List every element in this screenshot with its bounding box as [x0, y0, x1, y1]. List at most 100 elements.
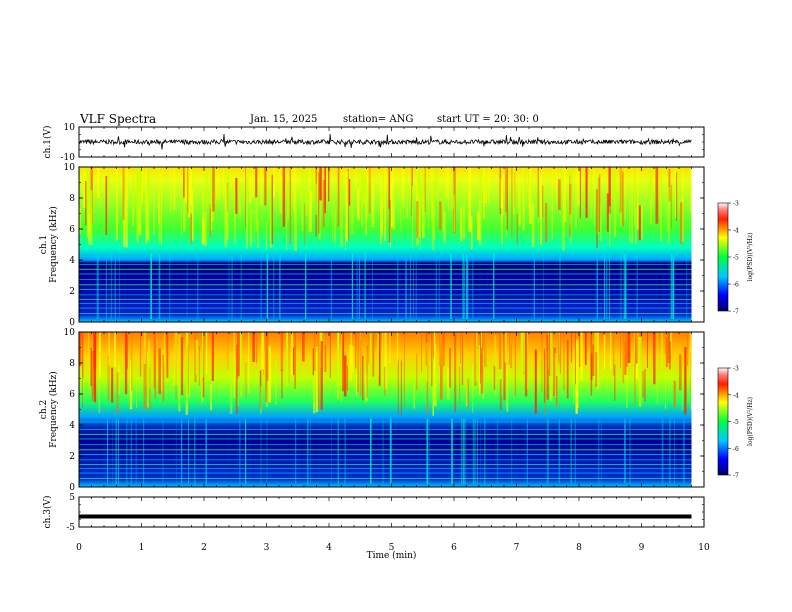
ch2-spectrogram-streak [260, 385, 262, 414]
ch2-spectrogram-emission [175, 418, 177, 484]
ch1-spectrogram-streak [294, 167, 297, 203]
ch1-spectrogram-emission [623, 253, 626, 319]
ch2-spectrogram-streak [292, 347, 295, 375]
ch2-spectrogram-streak [195, 340, 198, 375]
ch2-spectrogram-streak [684, 347, 687, 415]
ch1-spectrogram-streak [105, 176, 108, 235]
ch2-spectrogram-streak [681, 372, 683, 411]
ch1-spectrogram-emission [359, 253, 361, 319]
ch1-spectrogram-streak [305, 167, 308, 216]
ch1-spectrogram-streak [249, 208, 253, 247]
ch2-spectrogram-streak [314, 332, 316, 371]
ch1-spectrogram-streak [499, 167, 502, 214]
ch2-spectrogram-streak [506, 365, 509, 412]
ch1-spectrogram-streak [234, 178, 236, 243]
ch1-spectrogram-streak [116, 174, 118, 240]
ch1-spectrogram-streak [87, 167, 90, 238]
y-tick-label: 4 [69, 256, 75, 266]
ch2-spectrogram-streak [98, 381, 100, 414]
ch1-spectrogram-emission [603, 253, 606, 319]
ch1-y-axis-label: ch.1(V) [42, 126, 53, 159]
ch1-spectrogram-streak [401, 167, 404, 202]
ch2-spectrogram-emission [473, 418, 474, 484]
figure-title: VLF Spectra [80, 112, 157, 126]
ch1-spectrogram-streak [332, 199, 334, 241]
ch2-spectrogram-streak [315, 347, 318, 412]
y-tick-label: 0 [69, 483, 75, 493]
ch2-spectrogram-streak [148, 339, 151, 389]
ch1-spectrogram-streak [391, 167, 394, 228]
ch1-spectrogram-streak [631, 167, 633, 245]
ch2-spectrogram-streak [459, 367, 461, 404]
ch1-spectrogram-emission [97, 253, 99, 319]
ch1-spectrogram-streak [403, 167, 404, 220]
ch1-spectrogram-streak [668, 168, 671, 202]
ch2-spectrogram-streak [268, 346, 271, 403]
ch1-spectrogram-streak [235, 178, 238, 214]
ch1-spectrogram-streak [340, 174, 343, 247]
ch1-spectrogram-streak [522, 167, 525, 231]
x-tick-label: 5 [389, 543, 395, 553]
ch2-spectrogram-streak [543, 348, 545, 403]
ch2-spectrogram-streak [494, 335, 497, 395]
ch2-spectrogram-streak [499, 379, 502, 410]
ch2-spectrogram-streak [180, 337, 184, 396]
ch2-spectrogram-streak [114, 332, 116, 368]
ch2-spectrogram-streak [116, 372, 119, 414]
x-axis-label: Time (min) [367, 550, 417, 561]
ch1-spectrogram-emission [260, 253, 263, 319]
colorbar-gradient [717, 202, 729, 312]
ch1-spectrogram-streak [255, 167, 258, 231]
ch2-spectrogram-streak [233, 332, 236, 399]
colorbar-tick-label: -6 [733, 446, 739, 453]
ch1-spectrogram-y-label-channel: ch.1 [39, 235, 49, 254]
ch2-spectrogram-streak [143, 332, 147, 364]
ch2-spectrogram-streak [161, 350, 164, 392]
ch1-spectrogram-streak [478, 200, 481, 241]
ch1-spectrogram-streak [483, 167, 485, 220]
ch2-spectrogram-streak [613, 337, 615, 376]
ch1-spectrogram-streak [203, 192, 204, 239]
colorbar-tick-label: -6 [733, 282, 739, 289]
colorbar-tick-label: -5 [733, 255, 739, 262]
ch1-spectrogram-streak [468, 167, 472, 232]
ch1-spectrogram-emission [364, 253, 366, 319]
ch2-spectrogram-streak [534, 349, 537, 414]
ch1-spectrogram-emission [410, 253, 411, 319]
ch1-spectrogram-streak [434, 167, 438, 197]
ch2-spectrogram-streak [377, 332, 379, 376]
ch2-spectrogram-streak [559, 332, 561, 374]
ch1-spectrogram-streak [181, 209, 182, 235]
ch3-waveform-panel: 5 -5 ch.3(V) [42, 493, 705, 533]
ch1-spectrogram-streak [265, 222, 268, 250]
ch2-spectrogram-streak [555, 376, 558, 407]
ch1-spectrogram-streak [400, 173, 402, 232]
ch1-spectrogram-streak [558, 179, 561, 210]
ch2-spectrogram-streak [248, 332, 250, 393]
x-tick-label: 8 [576, 543, 582, 553]
ch1-spectrogram-streak [529, 167, 532, 224]
ch2-spectrogram-streak [185, 332, 189, 415]
colorbar-label: log(PSD)(V²/Hz) [747, 233, 754, 282]
ch1-spectrogram-streak [555, 167, 557, 203]
ch2-spectrogram-emission [548, 418, 549, 484]
colorbar-tick-label: -4 [733, 228, 739, 235]
ch1-spectrogram-streak [345, 171, 348, 242]
ch2-spectrogram-streak [665, 337, 668, 368]
ch2-spectrogram-streak [580, 332, 583, 381]
ch1-spectrogram-streak [505, 167, 507, 213]
ch2-spectrogram-streak [432, 357, 434, 416]
ch2-spectrogram-streak [349, 345, 353, 381]
ch1-spectrogram-emission [609, 253, 610, 319]
ch2-spectrogram-streak [341, 332, 343, 366]
ch1-spectrogram-streak [460, 207, 463, 242]
ch2-spectrogram-streak [369, 333, 371, 364]
ch1-spectrogram-emission [305, 253, 307, 319]
ch1-spectrogram-streak [100, 176, 102, 206]
ch1-spectrogram-streak [637, 167, 639, 230]
ch2-spectrogram-streak [627, 332, 631, 363]
ch2-spectrogram-streak [381, 332, 384, 376]
ch2-spectrogram-streak [403, 332, 405, 408]
ch2-spectrogram-streak [384, 332, 387, 390]
ch2-spectrogram-streak [661, 332, 663, 369]
